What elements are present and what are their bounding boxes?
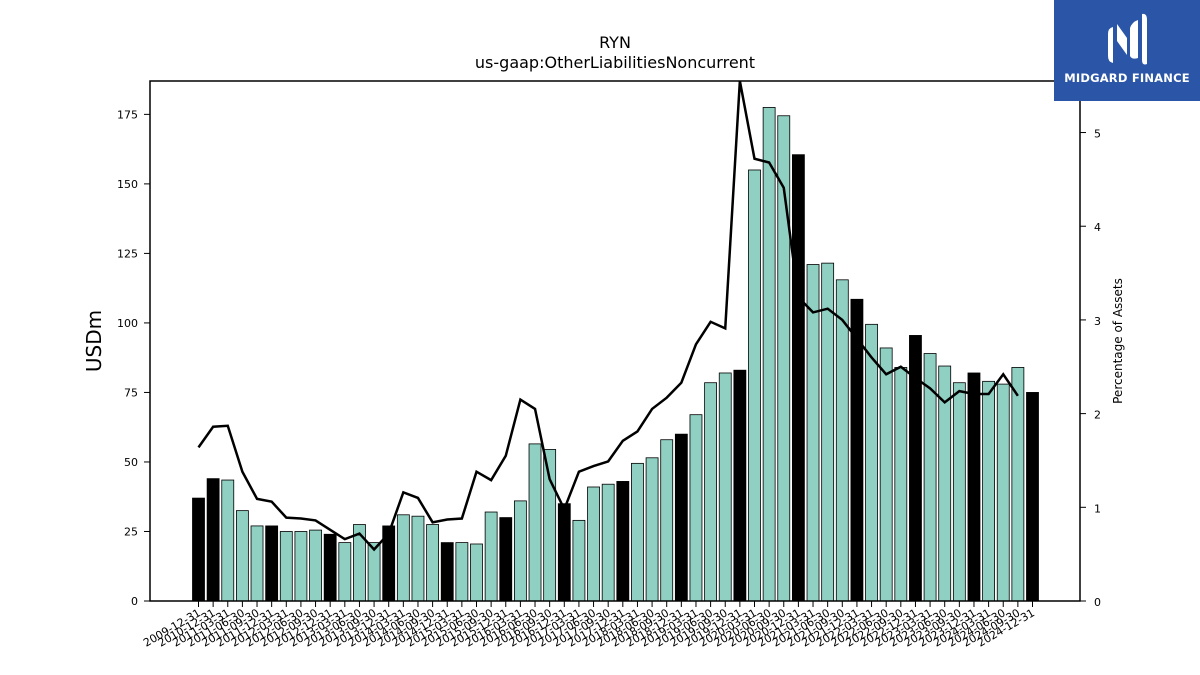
x-axis: 2009-12-312010-12-312011-03-312011-06-30…: [141, 601, 1037, 650]
y-tick-label: 50: [124, 456, 138, 469]
y-tick-label: 125: [117, 247, 138, 260]
bar: [718, 372, 732, 602]
bar: [865, 323, 878, 602]
bar: [323, 533, 337, 602]
bar: [835, 279, 849, 602]
bar: [221, 479, 235, 602]
bar: [338, 542, 352, 602]
bar: [601, 483, 615, 602]
bar: [513, 500, 527, 602]
bar: [411, 515, 425, 602]
chart-title: RYN: [599, 33, 631, 52]
y-tick-label: 75: [124, 386, 138, 399]
bar: [484, 511, 498, 602]
y-tick-label: 175: [117, 108, 138, 121]
bar: [894, 367, 908, 602]
bar: [733, 369, 747, 602]
bar: [557, 503, 571, 602]
y-tick-label: 150: [117, 178, 138, 191]
y2-tick-label: 4: [1094, 221, 1101, 234]
bar: [309, 529, 322, 602]
y2-tick-label: 5: [1094, 128, 1101, 141]
bar: [616, 481, 630, 602]
bar: [294, 531, 308, 602]
bar: [689, 414, 703, 602]
bar: [455, 542, 469, 602]
bar: [587, 486, 600, 602]
bar: [265, 525, 279, 602]
bar: [528, 443, 542, 602]
y2-tick-label: 3: [1094, 315, 1101, 328]
y-axis-right-label: Percentage of Assets: [1111, 278, 1125, 404]
bar: [426, 524, 440, 602]
bar: [879, 347, 893, 602]
bar: [192, 497, 205, 602]
bar: [982, 380, 996, 602]
y2-tick-label: 0: [1094, 596, 1101, 609]
brand-logo: MIDGARD FINANCE: [1054, 0, 1200, 101]
bar: [704, 382, 718, 602]
bar: [543, 449, 557, 602]
y2-tick-label: 1: [1094, 502, 1101, 515]
y-axis-left-label: USDm: [82, 310, 106, 372]
midgard-logo-icon: [1108, 13, 1147, 65]
bar: [645, 457, 659, 602]
y-axis-right: 0 1 2 3 4 5: [1080, 128, 1101, 609]
percent-of-assets-line: [197, 80, 1019, 552]
y-tick-label: 25: [124, 525, 138, 538]
bar: [470, 543, 483, 602]
bar: [952, 382, 966, 602]
bar: [631, 462, 644, 602]
bar: [762, 107, 776, 602]
bar: [967, 372, 981, 602]
bar: [674, 433, 688, 602]
bar: [279, 531, 293, 602]
bar: [821, 262, 835, 602]
y2-tick-label: 2: [1094, 409, 1101, 422]
bar: [499, 517, 513, 602]
bar: [440, 542, 454, 602]
bar: [996, 383, 1010, 602]
bar: [748, 169, 761, 602]
bar: [1011, 367, 1025, 602]
y-tick-label: 100: [117, 317, 138, 330]
bar: [206, 478, 220, 602]
chart-subtitle: us-gaap:OtherLiabilitiesNoncurrent: [475, 53, 755, 72]
bar: [660, 439, 674, 602]
bar: [572, 519, 586, 602]
logo-text: MIDGARD FINANCE: [1064, 71, 1190, 85]
bars-group: [192, 107, 1039, 602]
bar: [250, 525, 264, 602]
bar: [1026, 392, 1039, 602]
bar: [791, 154, 805, 602]
bar: [235, 510, 249, 602]
bar: [806, 264, 820, 602]
y-tick-label: 0: [131, 595, 138, 608]
bar: [367, 542, 381, 602]
y-axis-left: 0 25 50 75 100 125 150 175: [117, 108, 150, 608]
plot-frame: [149, 80, 1081, 602]
bar: [396, 514, 410, 602]
